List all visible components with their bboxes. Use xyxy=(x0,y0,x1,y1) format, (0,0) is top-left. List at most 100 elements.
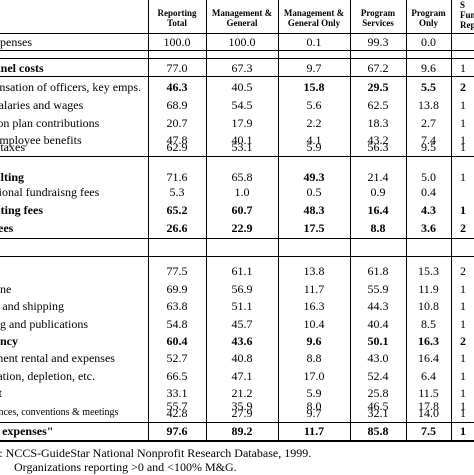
cell-reporting-total: 20.7 xyxy=(166,116,188,130)
cell-program-services: 29.5 xyxy=(367,80,389,94)
cell-fundraising: 1 xyxy=(460,61,466,75)
cell-fundraising: 1 xyxy=(460,98,466,112)
cell-program-services: 25.8 xyxy=(367,386,389,400)
cell-program-services: 43.0 xyxy=(367,351,389,365)
header-line: Program xyxy=(411,8,446,18)
cell-management-general-only: 11.7 xyxy=(303,282,325,296)
cell-program-only: 11.9 xyxy=(418,282,439,296)
header-line: S xyxy=(460,0,466,10)
cell-management-general-only: 9.7 xyxy=(306,61,322,75)
table-row: one 69.9 56.9 11.7 55.9 11.9 1 xyxy=(0,280,474,298)
cell-management-general: 61.1 xyxy=(231,264,253,278)
cell-management-general: 65.8 xyxy=(231,170,253,184)
cell-management-general-only: 0.5 xyxy=(306,185,322,199)
table-row: st 33.1 21.2 5.9 25.8 11.5 1 xyxy=(0,384,474,402)
cell-management-general: 22.9 xyxy=(231,221,253,235)
cell-management-general: 40.1 xyxy=(231,133,253,147)
cell-program-services: 46.5 xyxy=(367,399,389,413)
rule xyxy=(0,33,474,34)
table-row: ment rental and expenses 52.7 40.8 8.8 4… xyxy=(0,349,474,367)
cell-reporting-total: 69.9 xyxy=(166,282,188,296)
cell-management-general-only: 8.0 xyxy=(306,399,322,413)
cell-reporting-total: 54.8 xyxy=(166,317,188,331)
header-line: Management & xyxy=(283,8,345,18)
cell-fundraising: 1 xyxy=(460,140,466,154)
cell-management-general: 17.9 xyxy=(231,116,253,130)
table-row: ancy 60.4 43.6 9.6 50.1 16.3 2 xyxy=(0,332,474,350)
row-label: ng and publications xyxy=(0,317,88,331)
cell-management-general: 54.5 xyxy=(231,98,253,112)
cell-program-only: 2.7 xyxy=(421,116,436,130)
header-line: General xyxy=(226,18,258,28)
cell-program-only: 15.3 xyxy=(418,264,439,278)
rule xyxy=(0,76,474,77)
cell-management-general: 40.5 xyxy=(231,80,253,94)
cell-program-only: 16.3 xyxy=(418,334,439,348)
cell-program-services: 43.2 xyxy=(367,133,389,147)
cell-program-services: 67.2 xyxy=(367,61,389,75)
cell-fundraising: 2 xyxy=(460,334,466,348)
cell-reporting-total: 60.4 xyxy=(166,334,188,348)
cell-management-general-only: 9.7 xyxy=(306,406,322,420)
table-row: ulting 71.6 65.8 49.3 21.4 5.0 1 xyxy=(0,168,474,186)
cell-reporting-total: 47.8 xyxy=(166,133,188,147)
cell-reporting-total: 42.8 xyxy=(166,406,188,420)
table-row: ion plan contributions 20.7 17.9 2.2 18.… xyxy=(0,114,474,132)
cell-fundraising: 1 xyxy=(460,351,466,365)
cell-reporting-total: 68.9 xyxy=(166,98,188,112)
cell-management-general: 43.6 xyxy=(231,334,253,348)
cell-management-general-only: 5.9 xyxy=(306,140,322,154)
cell-reporting-total: 71.6 xyxy=(166,170,188,184)
cell-management-general-only: 4.1 xyxy=(306,133,322,147)
cell-program-only: 0.4 xyxy=(421,185,436,199)
cell-program-services: 44.3 xyxy=(367,299,389,313)
cell-fundraising: 1 xyxy=(460,133,466,147)
cell-program-only: 6.4 xyxy=(421,369,436,383)
cell-management-general-only: 9.6 xyxy=(306,334,322,348)
cell-reporting-total: 26.6 xyxy=(166,221,188,235)
cell-program-only: 9.6 xyxy=(421,61,436,75)
table-row: nnel costs 77.0 67.3 9.7 67.2 9.6 1 xyxy=(0,59,474,77)
rule xyxy=(0,422,474,423)
cell-program-only: 13.8 xyxy=(418,98,439,112)
cell-fundraising: 1 xyxy=(460,170,466,184)
header-fundraising-partial: S Fun Rep xyxy=(452,0,474,30)
cell-program-services: 16.4 xyxy=(367,203,389,217)
cell-program-services: 56.3 xyxy=(367,140,389,154)
table-row: iation, depletion, etc. 66.5 47.1 17.0 5… xyxy=(0,367,474,385)
header-line: Only xyxy=(418,18,438,28)
cell-program-services: 21.4 xyxy=(367,170,389,184)
table-row: fees 26.6 22.9 17.5 8.8 3.6 2 xyxy=(0,219,474,237)
cell-program-services: 85.8 xyxy=(367,424,389,438)
cell-management-general-only: 5.6 xyxy=(306,98,322,112)
row-label: ment rental and expenses xyxy=(0,351,115,365)
criteria-footnote: Organizations reporting >0 and <100% M&G… xyxy=(14,460,237,474)
rule xyxy=(0,50,474,51)
table-row: employee benefits 47.8 40.1 4.1 43.2 7.4… xyxy=(0,131,474,149)
cell-management-general-only: 5.9 xyxy=(306,386,322,400)
row-label: ensation of officers, key emps. xyxy=(0,80,142,94)
cell-program-services: 32.1 xyxy=(367,406,389,420)
source-footnote: e: NCCS-GuideStar National Nonprofit Res… xyxy=(0,446,312,460)
cell-fundraising: 2 xyxy=(460,221,466,235)
table-row: l taxes 62.9 53.1 5.9 56.3 9.5 1 xyxy=(0,138,474,156)
cell-reporting-total: 63.8 xyxy=(166,299,188,313)
cell-program-services: 0.9 xyxy=(370,185,386,199)
row-label: r expenses" xyxy=(0,424,54,438)
rule xyxy=(0,238,474,239)
cell-reporting-total: 5.3 xyxy=(169,185,185,199)
cell-management-general-only: 13.8 xyxy=(303,264,325,278)
row-label: nnel costs xyxy=(0,61,44,75)
cell-management-general-only: 0.1 xyxy=(306,35,322,49)
cell-management-general: 45.7 xyxy=(231,317,253,331)
cell-management-general: 47.1 xyxy=(231,369,253,383)
cell-program-only: 17.8 xyxy=(418,399,439,413)
cell-management-general: 40.8 xyxy=(231,351,253,365)
cell-program-only: 7.5 xyxy=(421,424,436,438)
table-row: ences, conventions & meetings 42.8 27.9 … xyxy=(0,404,474,422)
cell-fundraising: 1 xyxy=(460,424,466,438)
row-label: ences, conventions & meetings xyxy=(0,407,119,418)
cell-reporting-total: 77.5 xyxy=(166,264,188,278)
row-label: l taxes xyxy=(0,140,25,154)
